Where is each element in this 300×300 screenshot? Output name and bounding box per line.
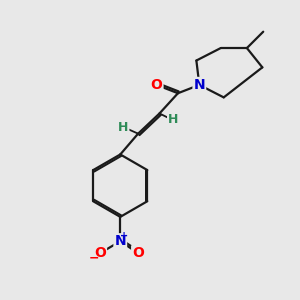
Text: O: O	[132, 246, 144, 260]
Text: O: O	[94, 246, 106, 260]
Text: N: N	[194, 78, 205, 92]
Text: H: H	[118, 121, 128, 134]
Text: +: +	[120, 231, 128, 241]
Text: H: H	[168, 113, 178, 127]
Text: N: N	[115, 234, 126, 248]
Text: O: O	[151, 78, 163, 92]
Text: −: −	[89, 251, 99, 264]
